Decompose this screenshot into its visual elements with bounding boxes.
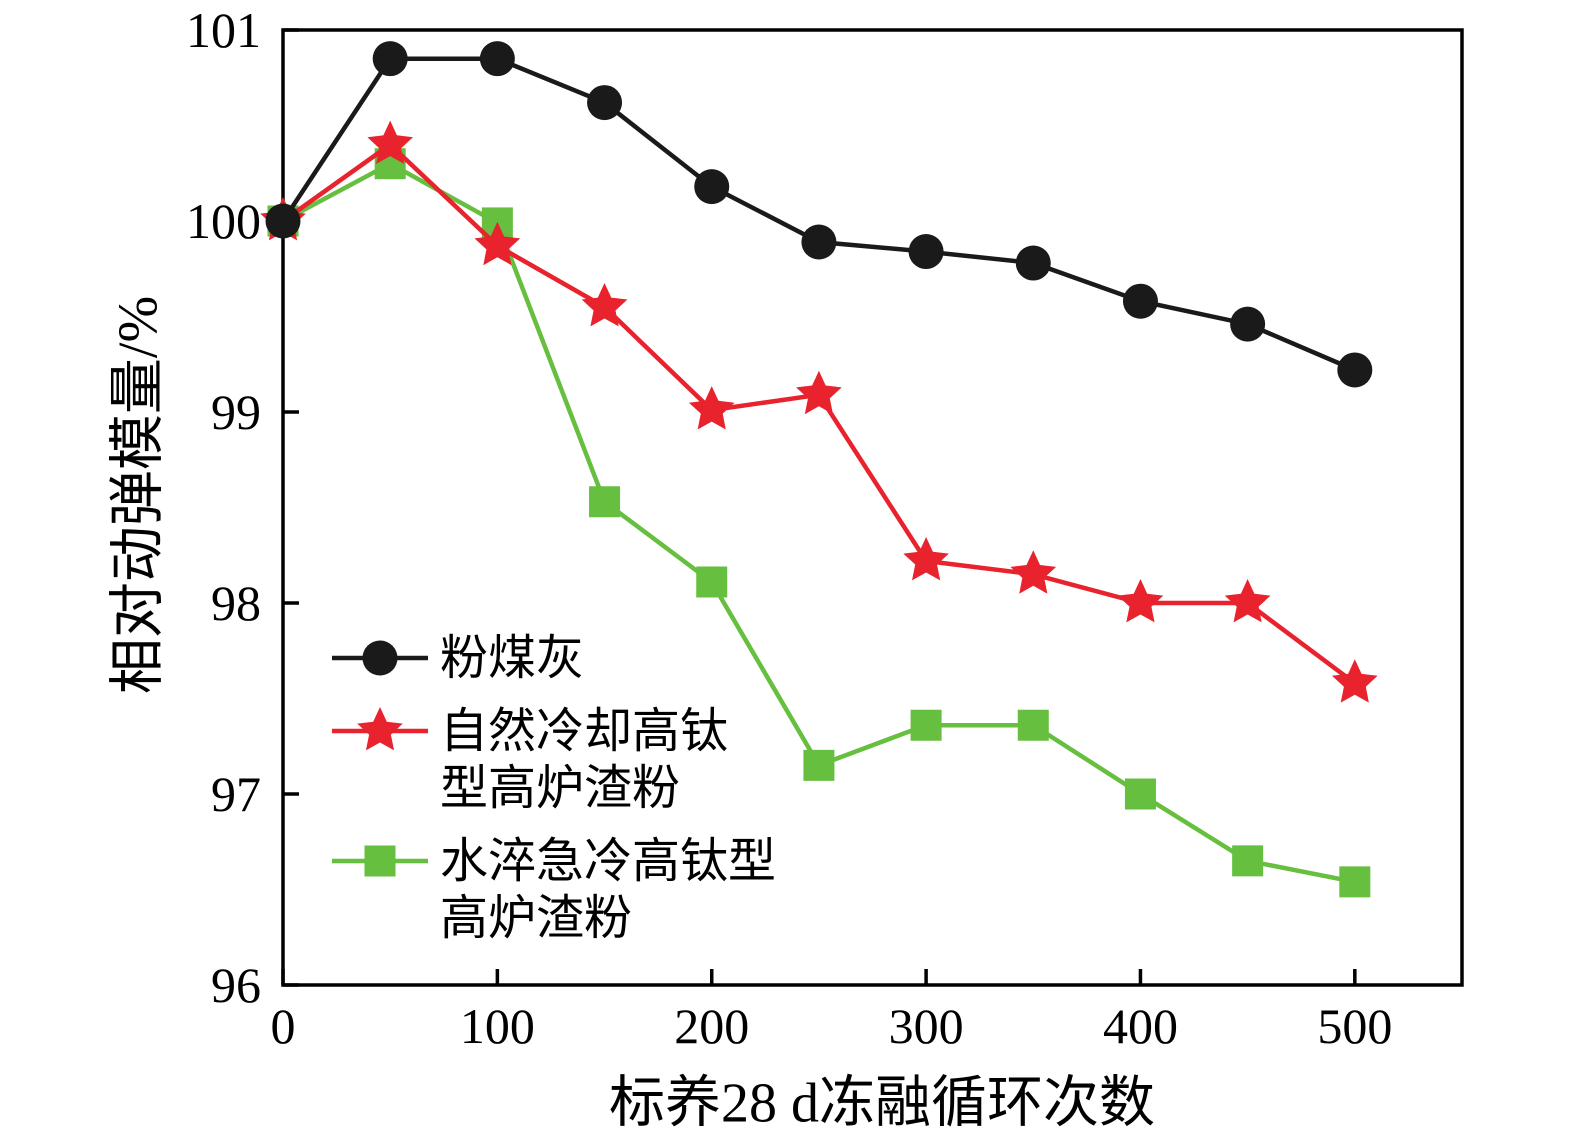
data-point-star [1224, 579, 1271, 623]
legend-label: 粉煤灰 [440, 632, 585, 685]
legend-item: 粉煤灰 [332, 630, 776, 687]
legend-item: 水淬急冷高钛型 高炉渣粉 [332, 833, 776, 947]
data-point-circle [1337, 352, 1373, 388]
data-point-square [1339, 866, 1371, 898]
legend-label: 自然冷却高钛 型高炉渣粉 [440, 705, 729, 815]
plot-frame [281, 28, 1464, 987]
data-point-circle [1122, 283, 1158, 319]
data-point-star [903, 537, 949, 581]
data-point-square [1017, 709, 1049, 741]
legend-marker-circle-icon [332, 640, 428, 676]
data-point-circle [372, 41, 408, 77]
data-point-circle [1230, 306, 1266, 342]
data-point-star [474, 221, 521, 266]
y-axis-title: 相对动弹模量/% [107, 295, 170, 695]
data-point-square [1232, 845, 1264, 877]
data-point-star [688, 386, 735, 430]
x-tick-label: 200 [674, 998, 749, 1054]
legend-item: 自然冷却高钛 型高炉渣粉 [332, 703, 776, 817]
data-point-circle [479, 41, 515, 77]
data-point-star [367, 120, 413, 164]
data-point-square [589, 486, 621, 518]
x-axis-title: 标养28 d冻融循环次数 [609, 1072, 1155, 1135]
x-tick-label: 0 [271, 998, 296, 1054]
y-tick-label: 101 [186, 2, 261, 58]
y-tick-label: 96 [211, 957, 261, 1013]
x-tick-label: 400 [1103, 998, 1178, 1054]
data-point-star [1010, 550, 1057, 594]
data-point-square [696, 566, 728, 598]
data-point-circle [694, 169, 730, 205]
legend-label: 水淬急冷高钛型 高炉渣粉 [440, 835, 777, 945]
y-tick-label: 97 [211, 766, 261, 822]
x-tick-label: 300 [889, 998, 964, 1054]
data-point-square [1124, 778, 1156, 810]
x-tick-label: 100 [460, 998, 535, 1054]
data-point-star [1117, 579, 1164, 623]
data-point-circle [265, 203, 301, 239]
series-line [281, 56, 1356, 373]
data-point-circle [908, 234, 944, 270]
legend: 粉煤灰自然冷却高钛 型高炉渣粉 水淬急冷高钛型 高炉渣粉 [332, 630, 776, 947]
data-point-star [581, 283, 628, 327]
data-point-circle [587, 85, 623, 121]
y-tick-label: 99 [211, 384, 261, 440]
data-point-square [910, 709, 942, 741]
data-point-circle [801, 224, 837, 260]
legend-marker-square-icon [332, 845, 428, 877]
legend-marker-star-icon [332, 707, 428, 751]
y-tick-label: 98 [211, 575, 261, 631]
data-point-star [796, 370, 842, 415]
y-tick-label: 100 [186, 193, 261, 249]
x-tick-label: 500 [1317, 998, 1392, 1054]
data-point-circle [1015, 245, 1051, 281]
data-point-square [803, 749, 835, 781]
data-point-star [1332, 659, 1378, 703]
